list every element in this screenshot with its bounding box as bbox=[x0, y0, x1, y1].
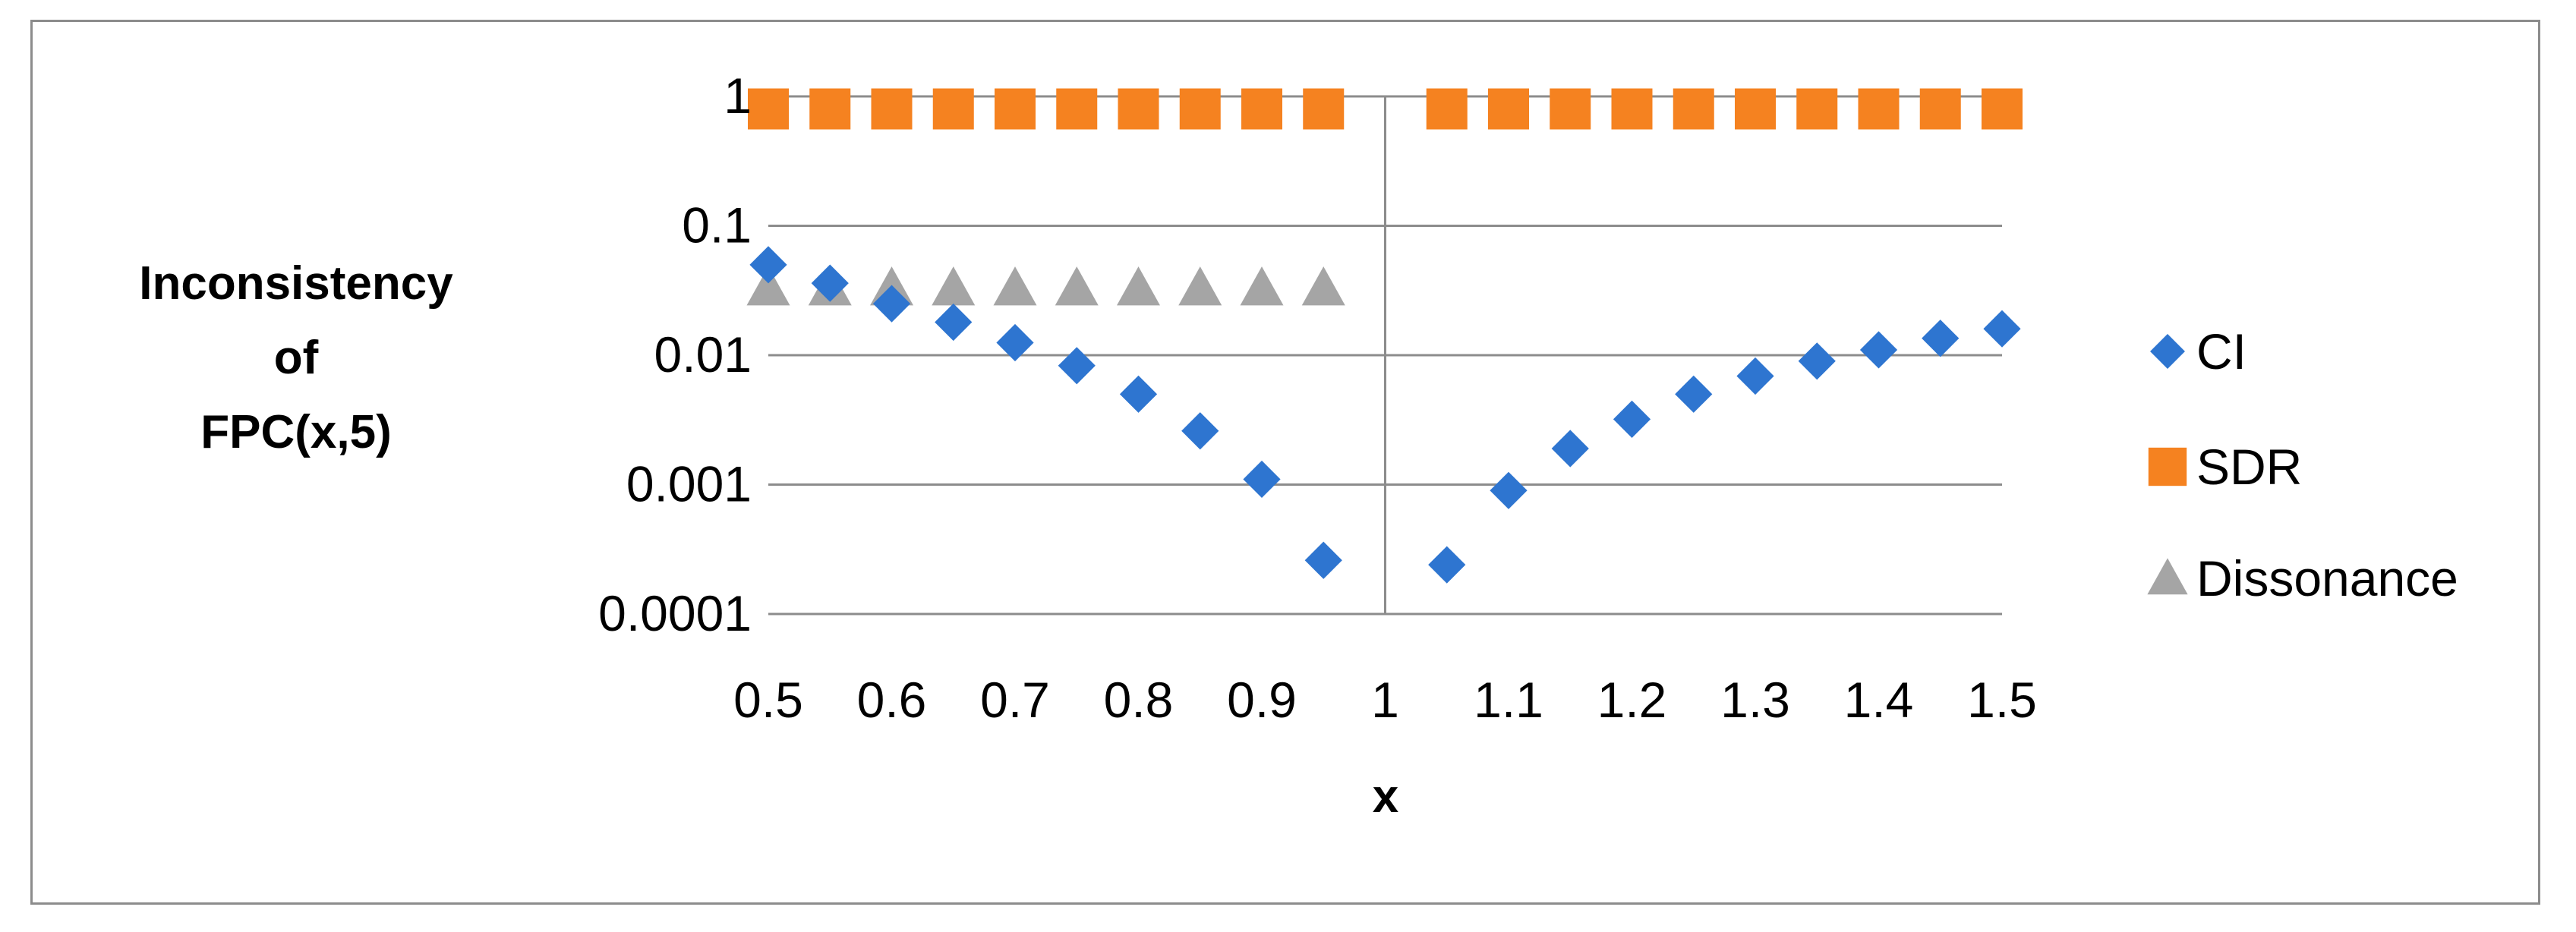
ci-point bbox=[1551, 430, 1589, 468]
sdr-point bbox=[1673, 88, 1714, 130]
ci-point bbox=[872, 285, 911, 323]
sdr-point bbox=[748, 88, 789, 130]
sdr-point bbox=[809, 88, 851, 130]
ci-point bbox=[1983, 310, 2021, 348]
x-tick-label: 1.5 bbox=[1967, 672, 2037, 728]
y-axis-title-line: of bbox=[274, 332, 319, 384]
ci-point bbox=[1243, 460, 1281, 499]
dissonance-point bbox=[1117, 266, 1160, 306]
ci-point bbox=[1119, 375, 1158, 413]
legend-label-dissonance: Dissonance bbox=[2196, 550, 2458, 606]
x-tick-label: 1 bbox=[1371, 672, 1399, 728]
y-tick-label: 0.01 bbox=[654, 326, 752, 383]
ci-point bbox=[1490, 471, 1528, 509]
dissonance-point bbox=[932, 266, 976, 306]
x-tick-label: 0.6 bbox=[857, 672, 927, 728]
x-axis-title: x bbox=[1373, 770, 1399, 823]
ci-point bbox=[1798, 342, 1836, 380]
dissonance-point bbox=[1055, 266, 1099, 306]
dissonance-point bbox=[1240, 266, 1284, 306]
y-tick-label: 0.1 bbox=[682, 197, 752, 253]
ci-point bbox=[1859, 331, 1898, 369]
ci-point bbox=[1922, 320, 1960, 357]
sdr-point bbox=[1426, 88, 1468, 130]
series-layer bbox=[746, 88, 2023, 584]
sdr-point bbox=[1550, 88, 1591, 130]
sdr-point bbox=[1611, 88, 1653, 130]
dissonance-point bbox=[1301, 266, 1345, 306]
sdr-point bbox=[1796, 88, 1838, 130]
sdr-point bbox=[1858, 88, 1900, 130]
ci-point bbox=[1304, 541, 1342, 579]
legend-marker-ci bbox=[2150, 334, 2185, 369]
dissonance-point bbox=[993, 266, 1037, 306]
ci-point bbox=[749, 246, 787, 284]
sdr-point bbox=[1179, 88, 1221, 130]
x-tick-label: 1.1 bbox=[1474, 672, 1543, 728]
axis-layer bbox=[768, 96, 2002, 616]
sdr-point bbox=[1303, 88, 1345, 130]
sdr-point bbox=[932, 88, 974, 130]
dissonance-point bbox=[746, 266, 790, 306]
x-tick-label: 1.2 bbox=[1597, 672, 1667, 728]
x-tick-label: 1.3 bbox=[1720, 672, 1790, 728]
dissonance-point bbox=[1178, 266, 1222, 306]
sdr-point bbox=[995, 88, 1036, 130]
legend-layer: CI SDR Dissonance bbox=[2147, 323, 2458, 606]
y-axis-title-line: Inconsistency bbox=[139, 257, 453, 310]
ci-point bbox=[1736, 357, 1774, 395]
sdr-point bbox=[1118, 88, 1159, 130]
sdr-point bbox=[1919, 88, 1961, 130]
ci-point bbox=[1675, 375, 1713, 413]
chart-frame bbox=[30, 20, 2540, 905]
x-tick-label: 0.8 bbox=[1104, 672, 1174, 728]
ci-point bbox=[935, 303, 973, 342]
series-ci bbox=[749, 246, 2021, 584]
x-tick-label: 0.9 bbox=[1227, 672, 1297, 728]
x-tick-label: 0.5 bbox=[733, 672, 803, 728]
ci-point bbox=[1428, 546, 1466, 584]
ci-point bbox=[1058, 347, 1096, 385]
x-tick-label: 0.7 bbox=[980, 672, 1050, 728]
ci-point bbox=[811, 264, 849, 302]
ci-point bbox=[1613, 400, 1651, 438]
legend-marker-dissonance bbox=[2147, 558, 2188, 595]
x-tick-label: 1.4 bbox=[1844, 672, 1914, 728]
label-layer: 0.0001 0.001 0.01 0.1 1 0.5 0.6 0.7 0.8 0.9 1 1.1 1.… bbox=[139, 68, 2037, 823]
sdr-point bbox=[1241, 88, 1282, 130]
legend-label-ci: CI bbox=[2196, 323, 2247, 379]
ci-point bbox=[996, 323, 1034, 362]
sdr-point bbox=[1488, 88, 1529, 130]
legend-marker-sdr bbox=[2148, 447, 2187, 486]
y-axis-title-line: FPC(x,5) bbox=[200, 406, 391, 458]
y-tick-label: 0.0001 bbox=[598, 585, 752, 641]
y-tick-label: 0.001 bbox=[626, 456, 752, 512]
y-tick-label: 1 bbox=[724, 68, 752, 124]
legend-label-sdr: SDR bbox=[2196, 439, 2302, 495]
sdr-point bbox=[871, 88, 913, 130]
sdr-point bbox=[1735, 88, 1776, 130]
sdr-point bbox=[1982, 88, 2023, 130]
ci-point bbox=[1181, 412, 1219, 450]
series-sdr bbox=[748, 88, 2023, 130]
sdr-point bbox=[1056, 88, 1098, 130]
